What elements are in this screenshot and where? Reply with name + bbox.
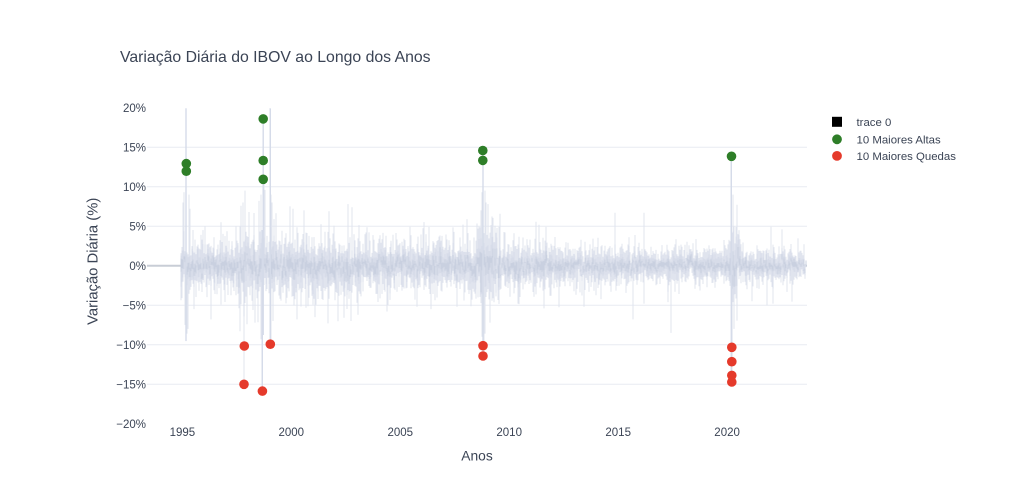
svg-text:10 Maiores Quedas: 10 Maiores Quedas — [857, 151, 957, 163]
svg-text:5%: 5% — [129, 221, 146, 233]
svg-text:Variação Diária do IBOV ao Lon: Variação Diária do IBOV ao Longo dos Ano… — [120, 49, 431, 66]
svg-text:2005: 2005 — [388, 427, 414, 439]
svg-text:2015: 2015 — [605, 427, 631, 439]
svg-text:10%: 10% — [123, 182, 146, 194]
svg-text:Anos: Anos — [461, 449, 493, 464]
svg-text:−5%: −5% — [123, 300, 146, 312]
svg-text:−15%: −15% — [116, 379, 146, 391]
svg-text:−10%: −10% — [116, 340, 146, 352]
svg-text:10 Maiores Altas: 10 Maiores Altas — [857, 134, 942, 146]
svg-text:trace 0: trace 0 — [857, 117, 892, 129]
svg-text:2020: 2020 — [714, 427, 740, 439]
svg-text:1995: 1995 — [170, 427, 196, 439]
svg-text:Variação Diária (%): Variação Diária (%) — [86, 198, 102, 325]
svg-text:2000: 2000 — [279, 427, 305, 439]
svg-text:−20%: −20% — [116, 419, 146, 431]
svg-text:0%: 0% — [129, 261, 146, 273]
svg-text:2010: 2010 — [496, 427, 522, 439]
svg-text:15%: 15% — [123, 142, 146, 154]
svg-text:20%: 20% — [123, 103, 146, 115]
